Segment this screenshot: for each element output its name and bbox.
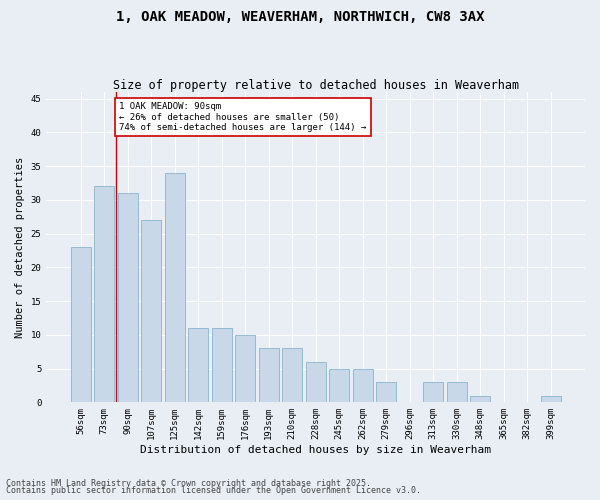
Text: Contains HM Land Registry data © Crown copyright and database right 2025.: Contains HM Land Registry data © Crown c… <box>6 478 371 488</box>
Bar <box>164 173 185 402</box>
X-axis label: Distribution of detached houses by size in Weaverham: Distribution of detached houses by size … <box>140 445 491 455</box>
Bar <box>235 335 255 402</box>
Bar <box>94 186 114 402</box>
Y-axis label: Number of detached properties: Number of detached properties <box>15 156 25 338</box>
Bar <box>353 368 373 402</box>
Bar <box>329 368 349 402</box>
Bar <box>423 382 443 402</box>
Bar <box>376 382 396 402</box>
Text: 1 OAK MEADOW: 90sqm
← 26% of detached houses are smaller (50)
74% of semi-detach: 1 OAK MEADOW: 90sqm ← 26% of detached ho… <box>119 102 367 132</box>
Bar <box>541 396 560 402</box>
Bar <box>212 328 232 402</box>
Bar <box>141 220 161 402</box>
Bar <box>282 348 302 403</box>
Bar <box>470 396 490 402</box>
Bar <box>259 348 278 403</box>
Bar <box>305 362 326 403</box>
Bar <box>118 193 137 402</box>
Bar <box>71 247 91 402</box>
Text: 1, OAK MEADOW, WEAVERHAM, NORTHWICH, CW8 3AX: 1, OAK MEADOW, WEAVERHAM, NORTHWICH, CW8… <box>116 10 484 24</box>
Title: Size of property relative to detached houses in Weaverham: Size of property relative to detached ho… <box>113 79 518 92</box>
Text: Contains public sector information licensed under the Open Government Licence v3: Contains public sector information licen… <box>6 486 421 495</box>
Bar <box>446 382 467 402</box>
Bar <box>188 328 208 402</box>
